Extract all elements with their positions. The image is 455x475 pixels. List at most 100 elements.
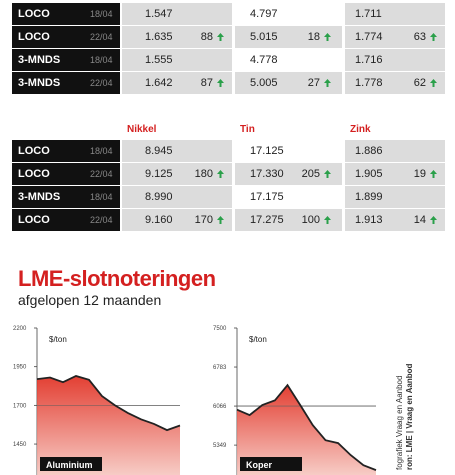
row-label: LOCO (18, 168, 50, 180)
up-arrow (217, 170, 224, 178)
cell-value: 1.547 (145, 8, 173, 20)
up-arrow (430, 33, 437, 41)
label-box (40, 457, 102, 471)
cell-value: 1.886 (355, 145, 383, 157)
cell-value: 1.905 (355, 168, 383, 180)
cell-value: 5.005 (250, 77, 278, 89)
column-header: Tin (240, 124, 255, 135)
cell-bg (122, 3, 232, 25)
title: LME-slotnoteringen (18, 266, 216, 291)
row-date: 18/04 (90, 192, 113, 202)
cell-change: 180 (194, 168, 213, 180)
cell-value: 17.125 (250, 145, 284, 157)
y-tick-label: 1700 (13, 403, 27, 409)
cell-change: 62 (413, 77, 426, 89)
row-date: 18/04 (90, 55, 113, 65)
up-arrow (324, 170, 331, 178)
cell-bg (122, 163, 232, 185)
cell-bg (122, 140, 232, 162)
cell-bg (345, 209, 445, 231)
row-label: LOCO (18, 145, 50, 157)
area (237, 385, 376, 475)
cell-value: 9.125 (145, 168, 173, 180)
cell-value: 4.797 (250, 8, 278, 20)
up-arrow (217, 33, 224, 41)
unit-label: $/ton (249, 335, 267, 344)
y-tick-label: 1950 (13, 365, 27, 371)
row-label-bg (12, 163, 120, 185)
cell-bg (345, 72, 445, 94)
subtitle: afgelopen 12 maanden (18, 292, 162, 308)
line (236, 383, 377, 471)
up-arrow (430, 216, 437, 224)
up-arrow (324, 216, 331, 224)
row-label: LOCO (18, 8, 50, 20)
cell-bg (235, 163, 342, 185)
cell-value: 1.778 (355, 77, 383, 89)
cell-value: 8.990 (145, 191, 173, 203)
credit: fografiek Vraag en Aanbod (395, 376, 404, 470)
cell-change: 88 (200, 31, 213, 43)
cell-bg (345, 186, 445, 208)
row-date: 22/04 (90, 32, 113, 42)
cell-bg (122, 186, 232, 208)
cell-change: 27 (307, 77, 320, 89)
cell-change: 19 (413, 168, 426, 180)
cell-bg (345, 49, 445, 71)
cell-bg (345, 163, 445, 185)
cell-value: 1.642 (145, 77, 173, 89)
up-arrow (217, 79, 224, 87)
cell-value: 1.899 (355, 191, 383, 203)
up-arrow (217, 216, 224, 224)
cell-value: 5.015 (250, 31, 278, 43)
cell-change: 205 (301, 168, 320, 180)
cell-bg (345, 140, 445, 162)
cell-bg (122, 49, 232, 71)
y-tick-label: 2200 (13, 326, 27, 332)
y-tick-label: 1450 (13, 442, 27, 448)
up-arrow (324, 79, 331, 87)
cell-change: 87 (200, 77, 213, 89)
cell-change: 14 (413, 214, 426, 226)
cell-value: 17.275 (250, 214, 284, 226)
row-label-bg (12, 140, 120, 162)
row-date: 22/04 (90, 215, 113, 225)
row-label-bg (12, 72, 120, 94)
cell-value: 1.774 (355, 31, 383, 43)
row-label-bg (12, 3, 120, 25)
row-date: 22/04 (90, 78, 113, 88)
chart-title: Aluminium (46, 460, 93, 470)
cell-bg (122, 72, 232, 94)
y-tick-label: 6066 (213, 404, 227, 410)
chart-title: Koper (246, 460, 273, 470)
up-arrow (430, 79, 437, 87)
cell-change: 63 (413, 31, 426, 43)
row-date: 18/04 (90, 9, 113, 19)
cell-bg (235, 209, 342, 231)
cell-change: 170 (194, 214, 213, 226)
cell-bg (122, 209, 232, 231)
y-tick-label: 5349 (213, 443, 227, 449)
cell-value: 1.716 (355, 54, 383, 66)
cell-value: 9.160 (145, 214, 173, 226)
area (37, 376, 180, 475)
cell-value: 17.175 (250, 191, 284, 203)
column-header: Nikkel (127, 124, 157, 135)
row-label-bg (12, 209, 120, 231)
up-arrow (430, 170, 437, 178)
cell-value: 8.945 (145, 145, 173, 157)
y-tick-label: 6783 (213, 365, 227, 371)
cell-bg (235, 72, 342, 94)
row-label: 3-MNDS (18, 54, 61, 66)
column-header: Zink (350, 124, 371, 135)
cell-value: 1.555 (145, 54, 173, 66)
unit-label: $/ton (49, 335, 67, 344)
up-arrow (324, 33, 331, 41)
cell-bg (345, 3, 445, 25)
row-label: LOCO (18, 214, 50, 226)
row-date: 22/04 (90, 169, 113, 179)
row-label: 3-MNDS (18, 77, 61, 89)
credit: ron: LME | Vraag en Aanbod (405, 363, 414, 470)
